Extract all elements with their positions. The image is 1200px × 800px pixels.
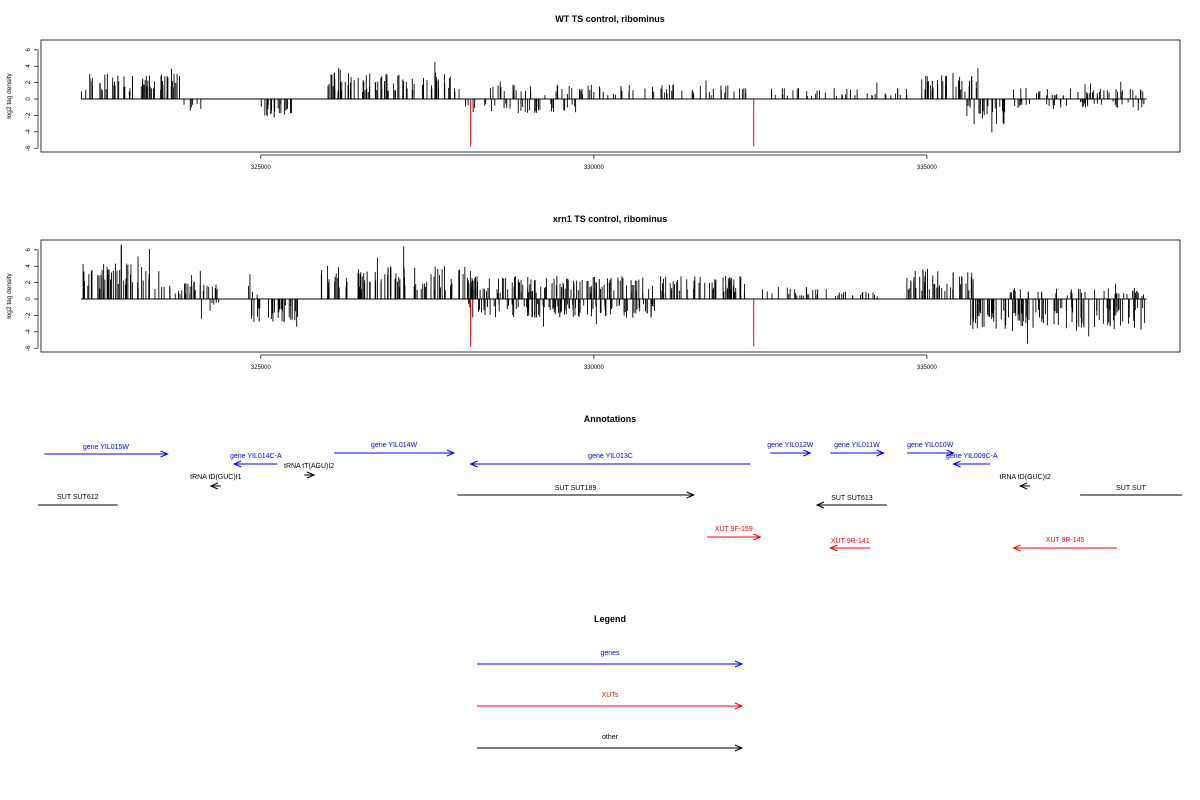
xrn1-ytick-label: 4 bbox=[26, 264, 32, 268]
annotations-title: Annotations bbox=[584, 414, 637, 424]
annotation-label: gene YIL014C-A bbox=[230, 453, 282, 460]
annotation-label: gene YIL012W bbox=[767, 442, 814, 449]
track-xrn1-x-axis: 325000 330000 335000 bbox=[251, 354, 938, 371]
xrn1-ytick-label: -6 bbox=[26, 345, 32, 351]
annotation-feature: gene YIL014C-A bbox=[230, 453, 282, 468]
annotation-feature: gene YIL011W bbox=[830, 442, 885, 457]
annotation-label: SUT SUT bbox=[1116, 485, 1147, 492]
annotation-feature: SUT SUT613 bbox=[815, 495, 887, 509]
track-wt-panel: WT TS control, ribominus log2 tag densit… bbox=[6, 14, 1181, 171]
annotation-feature: SUT SUT bbox=[1080, 485, 1182, 496]
track-xrn1-frame bbox=[40, 239, 1181, 353]
annotation-label: XUT 9F-159 bbox=[715, 526, 753, 533]
track-wt-ylabel: log2 tag density bbox=[6, 72, 13, 118]
annotation-label: tRNA tT(AGU)I2 bbox=[284, 463, 334, 470]
annotation-feature: XUT 9F-159 bbox=[707, 526, 762, 541]
wt-xtick-label: 335000 bbox=[917, 165, 938, 171]
annotation-label: XUT 9R-145 bbox=[1046, 537, 1085, 544]
xrn1-xtick-label: 330000 bbox=[584, 365, 605, 371]
wt-ytick-label: -4 bbox=[26, 128, 32, 134]
annotation-label: XUT 9R-141 bbox=[831, 538, 870, 545]
legend-title: Legend bbox=[594, 614, 626, 624]
track-wt-x-axis: 325000 330000 335000 bbox=[251, 154, 938, 171]
annotation-feature: gene YIL013C bbox=[469, 453, 751, 468]
wt-xtick-label: 330000 bbox=[584, 165, 605, 171]
xrn1-xtick-label: 335000 bbox=[917, 365, 938, 371]
track-xrn1-bars bbox=[80, 244, 1147, 347]
annotation-feature: SUT SUT189 bbox=[457, 485, 696, 499]
legend-label: genes bbox=[600, 650, 620, 657]
legend-items: genes XUTs other bbox=[477, 650, 744, 752]
track-xrn1-ylabel: log2 tag density bbox=[6, 272, 13, 318]
annotation-label: gene YIL015W bbox=[83, 444, 130, 451]
wt-xtick-label: 325000 bbox=[251, 165, 272, 171]
xrn1-ytick-label: 2 bbox=[26, 280, 32, 284]
annotation-label: gene YIL013C bbox=[588, 453, 633, 460]
wt-ytick-label: 4 bbox=[26, 64, 32, 68]
annotation-feature: tRNA tD(GUC)I1 bbox=[190, 474, 242, 490]
wt-ytick-label: 6 bbox=[26, 47, 32, 51]
annotation-label: tRNA tD(GUC)I2 bbox=[999, 474, 1050, 481]
annotation-label: gene YIL011W bbox=[834, 442, 880, 449]
wt-ytick-label: 2 bbox=[26, 80, 32, 84]
wt-ytick-label: -2 bbox=[26, 112, 32, 118]
annotation-feature: tRNA tD(GUC)I2 bbox=[999, 474, 1051, 490]
annotation-label: tRNA tD(GUC)I1 bbox=[190, 474, 241, 481]
legend-item: other bbox=[477, 734, 744, 752]
track-wt-frame bbox=[40, 39, 1181, 153]
legend-label: XUTs bbox=[602, 692, 619, 699]
xrn1-ytick-label: 0 bbox=[26, 297, 32, 301]
annotation-label: SUT SUT612 bbox=[57, 494, 99, 501]
annotation-features: gene YIL015W gene YIL014C-A tRNA tD(GUC)I1… bbox=[38, 442, 1182, 552]
annotation-feature: gene YIL014W bbox=[334, 442, 456, 457]
annotation-feature: XUT 9R-141 bbox=[829, 538, 871, 552]
track-xrn1-title: xrn1 TS control, ribominus bbox=[553, 214, 668, 224]
legend-panel: Legend genes XUTs other bbox=[477, 614, 744, 752]
legend-label: other bbox=[602, 734, 619, 741]
track-xrn1-panel: xrn1 TS control, ribominus log2 tag dens… bbox=[6, 214, 1181, 371]
legend-item: XUTs bbox=[477, 692, 744, 710]
track-wt-bars bbox=[80, 62, 1147, 147]
xrn1-ytick-label: -2 bbox=[26, 312, 32, 318]
annotation-feature: XUT 9R-145 bbox=[1012, 537, 1117, 552]
annotation-feature: SUT SUT612 bbox=[38, 494, 118, 506]
track-xrn1-y-axis: 6 4 2 0 -2 -4 -6 bbox=[26, 247, 39, 351]
annotation-label: gene YIL010W bbox=[907, 442, 954, 449]
annotation-label: SUT SUT189 bbox=[555, 485, 597, 492]
wt-ytick-label: -6 bbox=[26, 145, 32, 151]
annotation-feature: tRNA tT(AGU)I2 bbox=[284, 463, 334, 479]
track-wt-y-axis: 6 4 2 0 -2 -4 -6 bbox=[26, 47, 39, 151]
annotation-feature: gene YIL012W bbox=[767, 442, 814, 457]
xrn1-ytick-label: 6 bbox=[26, 247, 32, 251]
xrn1-ytick-label: -4 bbox=[26, 328, 32, 334]
annotation-feature: gene YIL015W bbox=[44, 444, 169, 458]
legend-item: genes bbox=[477, 650, 744, 668]
annotation-label: SUT SUT613 bbox=[831, 495, 873, 502]
annotation-feature: gene YIL009C-A bbox=[946, 453, 998, 468]
annotation-label: gene YIL009C-A bbox=[946, 453, 998, 460]
wt-ytick-label: 0 bbox=[26, 97, 32, 101]
xrn1-xtick-label: 325000 bbox=[251, 365, 272, 371]
annotation-feature: gene YIL010W bbox=[906, 442, 955, 457]
annotation-label: gene YIL014W bbox=[371, 442, 418, 449]
track-wt-title: WT TS control, ribominus bbox=[555, 14, 665, 24]
